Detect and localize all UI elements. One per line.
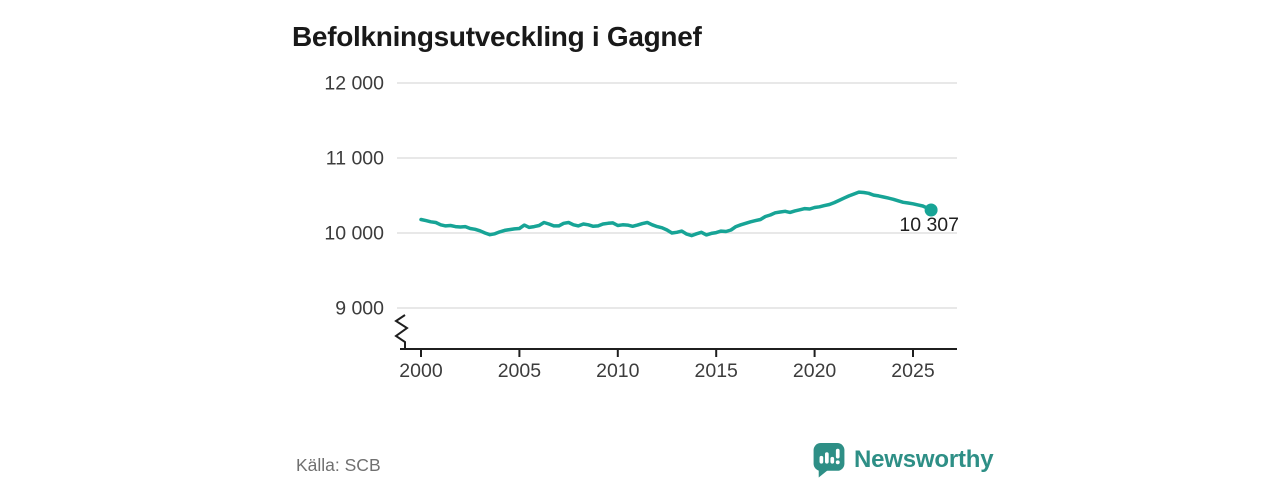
x-axis-label-2005: 2005 [498, 360, 542, 382]
latest-value-label: 10 307 [899, 214, 959, 236]
x-axis-label-2020: 2020 [793, 360, 837, 382]
chart-title: Befolkningsutveckling i Gagnef [292, 20, 702, 52]
x-axis-label-2015: 2015 [695, 360, 739, 382]
latest-value-dot [924, 203, 938, 217]
x-axis-label-2025: 2025 [891, 360, 935, 382]
y-axis-label-9000: 9 000 [335, 298, 384, 320]
newsworthy-speech-bubble-chart-icon [813, 443, 845, 478]
x-axis-label-2010: 2010 [596, 360, 640, 382]
y-axis-label-10000: 10 000 [324, 223, 384, 245]
population-line-series [419, 190, 933, 238]
y-axis-label-11000: 11 000 [326, 148, 384, 170]
y-axis-break-icon [394, 314, 409, 348]
source-caption: Källa: SCB [296, 455, 381, 475]
x-axis-label-2000: 2000 [399, 360, 443, 382]
y-axis-label-12000: 12 000 [324, 73, 384, 95]
newsworthy-logo-text: Newsworthy [854, 445, 994, 473]
newsworthy-logo: Newsworthy [811, 441, 994, 478]
